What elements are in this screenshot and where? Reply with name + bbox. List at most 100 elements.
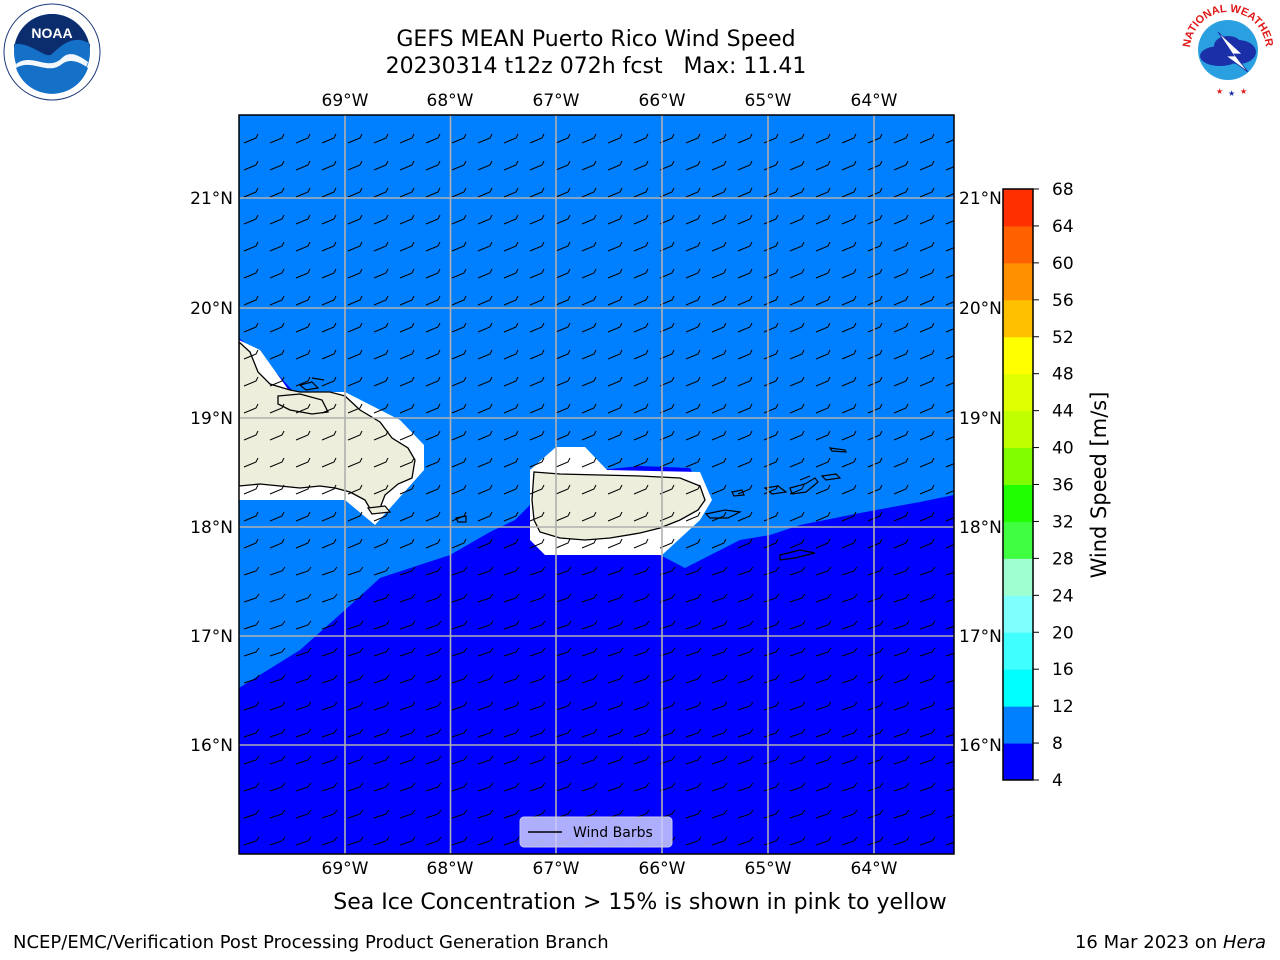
wind-barb bbox=[243, 430, 259, 441]
wind-barb bbox=[841, 809, 858, 819]
wind-barb bbox=[373, 268, 389, 279]
wind-barb bbox=[659, 674, 676, 684]
wind-barb bbox=[321, 538, 337, 549]
wind-barb bbox=[633, 593, 650, 603]
wind-barb bbox=[893, 484, 909, 495]
wind-barb bbox=[945, 625, 954, 630]
wind-barb bbox=[321, 728, 338, 738]
wind-barb bbox=[373, 160, 389, 171]
wind-barb bbox=[477, 647, 494, 657]
wind-barb bbox=[503, 809, 520, 819]
wind-barb bbox=[919, 647, 936, 657]
wind-barb bbox=[295, 538, 311, 549]
wind-barb bbox=[737, 187, 753, 198]
map-frame bbox=[238, 114, 955, 855]
wind-barb bbox=[737, 403, 753, 414]
wind-barb bbox=[425, 836, 442, 846]
wind-barb bbox=[711, 214, 727, 225]
wind-barb bbox=[659, 782, 676, 792]
wind-barb bbox=[711, 349, 727, 360]
wind-barb bbox=[841, 755, 858, 765]
wind-barb bbox=[607, 295, 623, 306]
wind-barb bbox=[867, 511, 883, 522]
wind-barb bbox=[945, 436, 954, 441]
wind-barb bbox=[503, 620, 520, 630]
wind-barb bbox=[321, 160, 337, 171]
wind-barb bbox=[373, 674, 390, 684]
wind-barb bbox=[399, 295, 415, 306]
wind-barb bbox=[685, 782, 702, 792]
wind-barb bbox=[451, 430, 467, 441]
wind-barb bbox=[841, 322, 857, 333]
wind-barb bbox=[425, 349, 441, 360]
wind-barb bbox=[867, 241, 883, 252]
wind-barb bbox=[399, 457, 415, 468]
wind-barb bbox=[503, 538, 519, 549]
wind-barb bbox=[321, 809, 338, 819]
wind-barb bbox=[477, 376, 493, 387]
wind-barb bbox=[373, 538, 389, 549]
colorbar-tick-label: 4 bbox=[1052, 771, 1063, 791]
wind-barb bbox=[633, 701, 650, 711]
wind-barb bbox=[789, 160, 805, 171]
wind-barb bbox=[737, 133, 753, 144]
wind-barb bbox=[373, 295, 389, 306]
wind-barb bbox=[347, 620, 364, 630]
wind-barb bbox=[321, 782, 338, 792]
wind-barb bbox=[451, 566, 468, 576]
wind-barb bbox=[945, 760, 954, 765]
lon-label: 67°W bbox=[533, 859, 580, 879]
wind-barb bbox=[685, 376, 701, 387]
wind-barb bbox=[867, 376, 883, 387]
wind-barb bbox=[841, 674, 858, 684]
wind-barb bbox=[529, 403, 545, 414]
wind-barb bbox=[607, 376, 623, 387]
wind-barb bbox=[737, 593, 754, 603]
wind-barb bbox=[633, 566, 650, 576]
wind-barb bbox=[269, 214, 285, 225]
wind-barb bbox=[633, 484, 649, 495]
wind-barb bbox=[243, 160, 259, 171]
wind-barb bbox=[945, 571, 954, 576]
wind-barb bbox=[373, 511, 389, 522]
wind-barb bbox=[451, 322, 467, 333]
wind-barb bbox=[399, 755, 416, 765]
colorbar-cell bbox=[1003, 632, 1033, 670]
wind-barb bbox=[269, 538, 285, 549]
wind-barb bbox=[841, 160, 857, 171]
wind-barb bbox=[581, 593, 598, 603]
wind-barb bbox=[321, 268, 337, 279]
wind-barb bbox=[504, 864, 519, 872]
wind-barb bbox=[815, 836, 832, 846]
wind-barb bbox=[893, 403, 909, 414]
wind-barb bbox=[737, 511, 753, 522]
colorbar-tick-label: 56 bbox=[1052, 291, 1074, 311]
wind-barb bbox=[295, 322, 311, 333]
wind-barb bbox=[867, 836, 884, 846]
lon-labels-top: 69°W 68°W 67°W 66°W 65°W 64°W bbox=[322, 91, 898, 111]
wind-barb bbox=[581, 268, 597, 279]
wind-barb bbox=[373, 755, 390, 765]
wind-barb bbox=[685, 268, 701, 279]
wind-barb bbox=[451, 674, 468, 684]
wind-barb bbox=[945, 517, 954, 522]
wind-barb bbox=[633, 403, 649, 414]
wind-barb bbox=[399, 620, 416, 630]
wind-barb bbox=[737, 160, 753, 171]
wind-barb bbox=[581, 674, 598, 684]
wind-barb bbox=[347, 755, 364, 765]
wind-barb bbox=[633, 728, 650, 738]
wind-barb bbox=[815, 728, 832, 738]
wind-barb bbox=[295, 647, 312, 657]
wind-barb bbox=[919, 782, 936, 792]
wind-barb bbox=[347, 403, 363, 414]
wind-barb bbox=[867, 755, 884, 765]
wind-barb bbox=[347, 214, 363, 225]
wind-barb bbox=[607, 538, 623, 549]
wind-barb bbox=[893, 322, 909, 333]
wind-barb bbox=[243, 593, 260, 603]
wind-barb bbox=[685, 430, 701, 441]
wind-barb bbox=[321, 214, 337, 225]
wind-barb bbox=[399, 782, 416, 792]
